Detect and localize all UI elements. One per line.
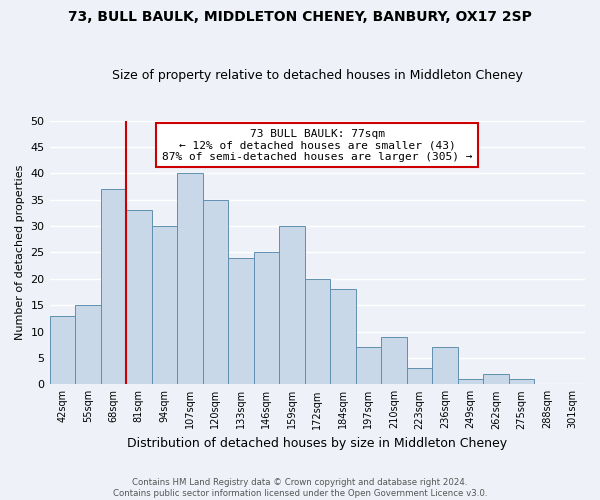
Bar [203,200,228,384]
Bar [279,226,305,384]
Bar [458,379,483,384]
Bar [152,226,177,384]
Bar [126,210,152,384]
Text: 73, BULL BAULK, MIDDLETON CHENEY, BANBURY, OX17 2SP: 73, BULL BAULK, MIDDLETON CHENEY, BANBUR… [68,10,532,24]
Bar [228,258,254,384]
Bar [254,252,279,384]
Y-axis label: Number of detached properties: Number of detached properties [15,165,25,340]
Bar [356,348,381,385]
Bar [407,368,432,384]
Text: 73 BULL BAULK: 77sqm
← 12% of detached houses are smaller (43)
87% of semi-detac: 73 BULL BAULK: 77sqm ← 12% of detached h… [162,128,473,162]
Bar [432,348,458,385]
Bar [305,279,330,384]
Bar [177,174,203,384]
Bar [509,379,534,384]
Title: Size of property relative to detached houses in Middleton Cheney: Size of property relative to detached ho… [112,69,523,82]
Text: Contains HM Land Registry data © Crown copyright and database right 2024.
Contai: Contains HM Land Registry data © Crown c… [113,478,487,498]
X-axis label: Distribution of detached houses by size in Middleton Cheney: Distribution of detached houses by size … [127,437,508,450]
Bar [381,337,407,384]
Bar [101,189,126,384]
Bar [75,305,101,384]
Bar [50,316,75,384]
Bar [483,374,509,384]
Bar [330,290,356,384]
